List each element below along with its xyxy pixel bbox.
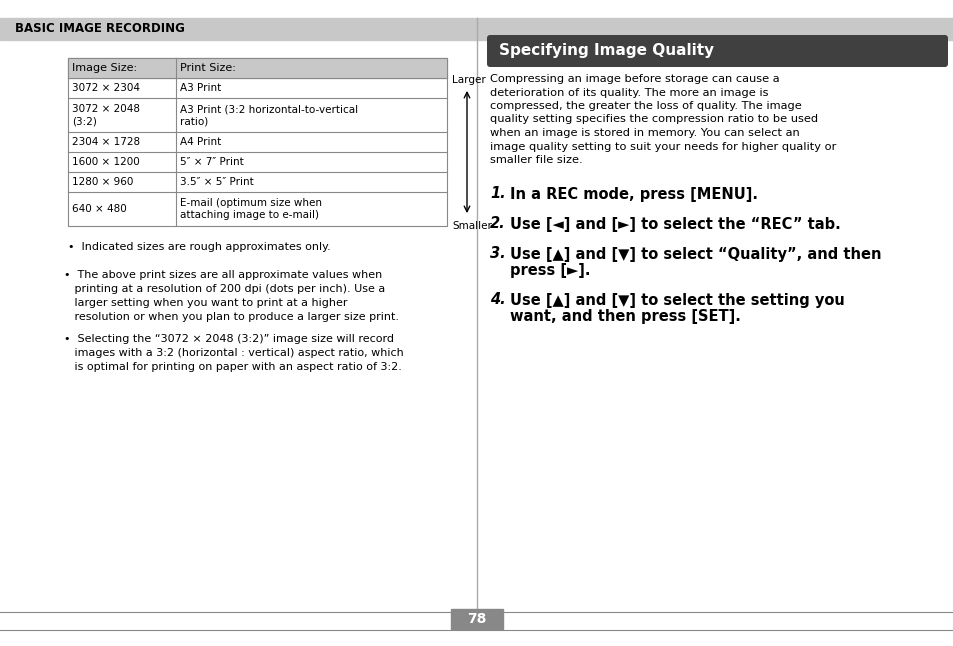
Text: A3 Print: A3 Print (180, 83, 221, 93)
Text: 78: 78 (467, 612, 486, 626)
Text: 4.: 4. (490, 293, 505, 307)
Bar (68, 58, 447, 78)
Text: image quality setting to suit your needs for higher quality or: image quality setting to suit your needs… (490, 141, 836, 152)
Text: A4 Print: A4 Print (180, 137, 221, 147)
Text: BASIC IMAGE RECORDING: BASIC IMAGE RECORDING (15, 23, 185, 36)
Text: Smaller: Smaller (452, 221, 492, 231)
Text: want, and then press [SET].: want, and then press [SET]. (510, 309, 740, 324)
Text: •  Indicated sizes are rough approximates only.: • Indicated sizes are rough approximates… (68, 242, 331, 252)
Text: 1.: 1. (490, 187, 505, 202)
Text: A3 Print (3:2 horizontal-to-vertical: A3 Print (3:2 horizontal-to-vertical (180, 104, 357, 114)
Text: ratio): ratio) (180, 116, 208, 126)
Text: 2.: 2. (490, 216, 505, 231)
Text: 5″ × 7″ Print: 5″ × 7″ Print (180, 157, 244, 167)
Text: Use [◄] and [►] to select the “REC” tab.: Use [◄] and [►] to select the “REC” tab. (510, 216, 840, 231)
Text: 3.5″ × 5″ Print: 3.5″ × 5″ Print (180, 177, 253, 187)
Text: Compressing an image before storage can cause a: Compressing an image before storage can … (490, 74, 779, 84)
Bar (0, 18, 953, 40)
Text: Use [▲] and [▼] to select “Quality”, and then: Use [▲] and [▼] to select “Quality”, and… (510, 247, 881, 262)
Text: 3.: 3. (490, 247, 505, 262)
Text: press [►].: press [►]. (510, 262, 590, 278)
Text: •  The above print sizes are all approximate values when: • The above print sizes are all approxim… (64, 270, 382, 280)
Text: In a REC mode, press [MENU].: In a REC mode, press [MENU]. (510, 187, 758, 202)
Text: smaller file size.: smaller file size. (490, 155, 582, 165)
Text: •  Selecting the “3072 × 2048 (3:2)” image size will record: • Selecting the “3072 × 2048 (3:2)” imag… (64, 334, 394, 344)
Text: 1600 × 1200: 1600 × 1200 (71, 157, 139, 167)
Text: quality setting specifies the compression ratio to be used: quality setting specifies the compressio… (490, 114, 818, 125)
Text: when an image is stored in memory. You can select an: when an image is stored in memory. You c… (490, 128, 799, 138)
Text: 3072 × 2048: 3072 × 2048 (71, 104, 140, 114)
Text: Larger: Larger (452, 75, 485, 85)
Text: compressed, the greater the loss of quality. The image: compressed, the greater the loss of qual… (490, 101, 801, 111)
FancyBboxPatch shape (486, 35, 947, 67)
Text: attaching image to e-mail): attaching image to e-mail) (180, 210, 318, 220)
Bar (68, 58, 447, 226)
Text: 640 × 480: 640 × 480 (71, 204, 127, 214)
Text: E-mail (optimum size when: E-mail (optimum size when (180, 198, 322, 208)
Text: Image Size:: Image Size: (71, 63, 137, 73)
Text: 1280 × 960: 1280 × 960 (71, 177, 133, 187)
Text: (3:2): (3:2) (71, 116, 97, 126)
Text: is optimal for printing on paper with an aspect ratio of 3:2.: is optimal for printing on paper with an… (64, 362, 401, 372)
Text: images with a 3:2 (horizontal : vertical) aspect ratio, which: images with a 3:2 (horizontal : vertical… (64, 348, 403, 358)
Bar (451, 609, 502, 629)
Text: resolution or when you plan to produce a larger size print.: resolution or when you plan to produce a… (64, 312, 398, 322)
Text: Print Size:: Print Size: (180, 63, 235, 73)
Text: larger setting when you want to print at a higher: larger setting when you want to print at… (64, 298, 347, 308)
Text: 2304 × 1728: 2304 × 1728 (71, 137, 140, 147)
Text: 3072 × 2304: 3072 × 2304 (71, 83, 140, 93)
Text: Specifying Image Quality: Specifying Image Quality (498, 43, 714, 59)
Text: Use [▲] and [▼] to select the setting you: Use [▲] and [▼] to select the setting yo… (510, 293, 843, 307)
Text: printing at a resolution of 200 dpi (dots per inch). Use a: printing at a resolution of 200 dpi (dot… (64, 284, 385, 294)
Text: deterioration of its quality. The more an image is: deterioration of its quality. The more a… (490, 87, 768, 98)
